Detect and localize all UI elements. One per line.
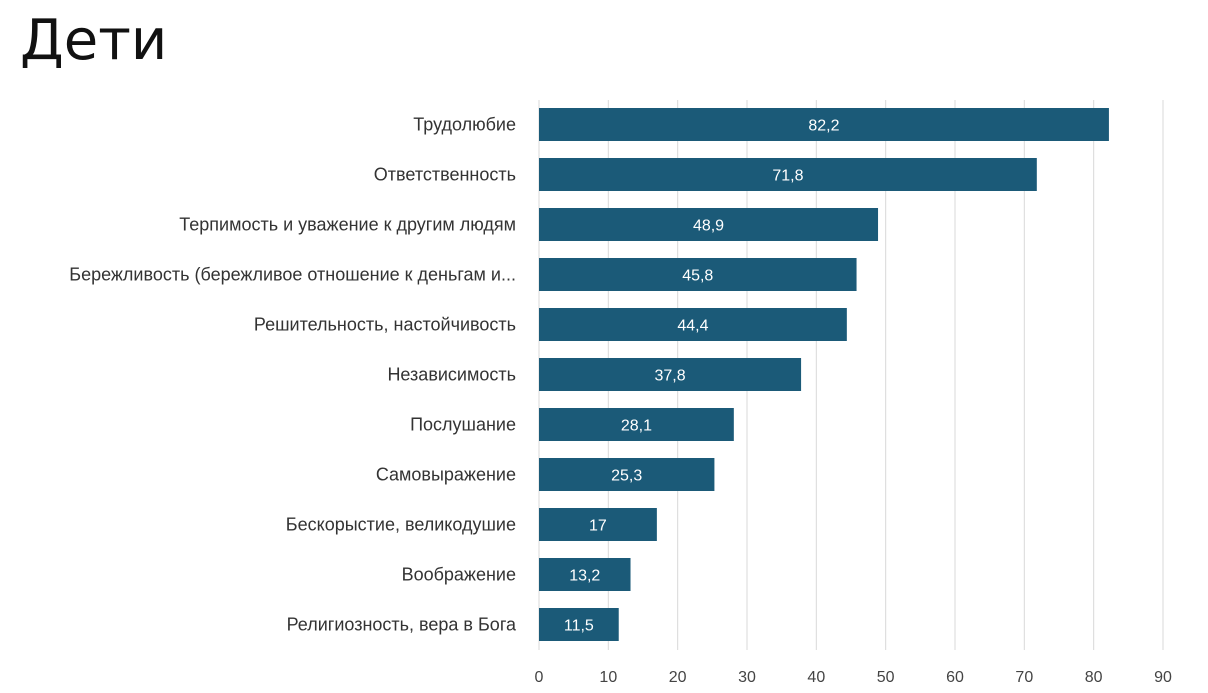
- chart-title: Дети: [20, 8, 168, 73]
- category-label: Независимость: [387, 365, 516, 385]
- bar: [539, 408, 734, 441]
- bar: [539, 358, 802, 391]
- category-label: Трудолюбие: [413, 115, 516, 135]
- x-tick-label: 90: [1154, 669, 1172, 686]
- category-label: Самовыражение: [376, 465, 516, 485]
- x-tick-label: 20: [669, 669, 687, 686]
- category-label: Терпимость и уважение к другим людям: [179, 215, 516, 235]
- bar-value-label: 11,5: [564, 618, 594, 635]
- x-tick-label: 30: [738, 669, 756, 686]
- x-tick-label: 60: [946, 669, 964, 686]
- bar: [539, 458, 715, 491]
- bar: [539, 608, 619, 641]
- bar-value-label: 44,4: [677, 318, 708, 335]
- bars: 82,2 71,8 48,9 45,8 44,4 37,8 28,1 25,3 17 13,2 11…: [539, 108, 1109, 641]
- bar-value-label: 37,8: [654, 368, 685, 385]
- category-label: Бережливость (бережливое отношение к ден…: [69, 265, 516, 285]
- bar: [539, 508, 657, 541]
- bar-value-label: 82,2: [808, 118, 839, 135]
- bar: [539, 308, 847, 341]
- bar: [539, 258, 857, 291]
- category-labels: Трудолюбие Ответственность Терпимость и ув…: [69, 115, 517, 635]
- category-label: Бескорыстие, великодушие: [286, 515, 516, 535]
- x-tick-label: 80: [1085, 669, 1103, 686]
- bar: [539, 158, 1037, 191]
- category-label: Ответственность: [374, 165, 516, 185]
- bar: [539, 558, 631, 591]
- bar-value-label: 28,1: [621, 418, 652, 435]
- bar-value-label: 25,3: [611, 468, 642, 485]
- bar-value-label: 71,8: [772, 168, 803, 185]
- x-tick-label: 40: [807, 669, 825, 686]
- category-label: Решительность, настойчивость: [254, 315, 516, 335]
- category-label: Послушание: [410, 415, 516, 435]
- bar: [539, 208, 879, 241]
- bar-value-label: 13,2: [569, 568, 600, 585]
- x-tick-label: 70: [1015, 669, 1033, 686]
- x-axis-ticks: 0 10 20 30 40 50 60 70 80 90: [535, 669, 1172, 686]
- bar-value-label: 45,8: [682, 268, 713, 285]
- bar-value-label: 17: [589, 518, 607, 535]
- category-label: Воображение: [402, 565, 516, 585]
- bar-value-label: 48,9: [693, 218, 724, 235]
- bar: [539, 108, 1109, 141]
- category-label: Религиозность, вера в Бога: [287, 615, 517, 635]
- x-tick-label: 0: [535, 669, 544, 686]
- x-tick-label: 10: [599, 669, 617, 686]
- x-tick-label: 50: [877, 669, 895, 686]
